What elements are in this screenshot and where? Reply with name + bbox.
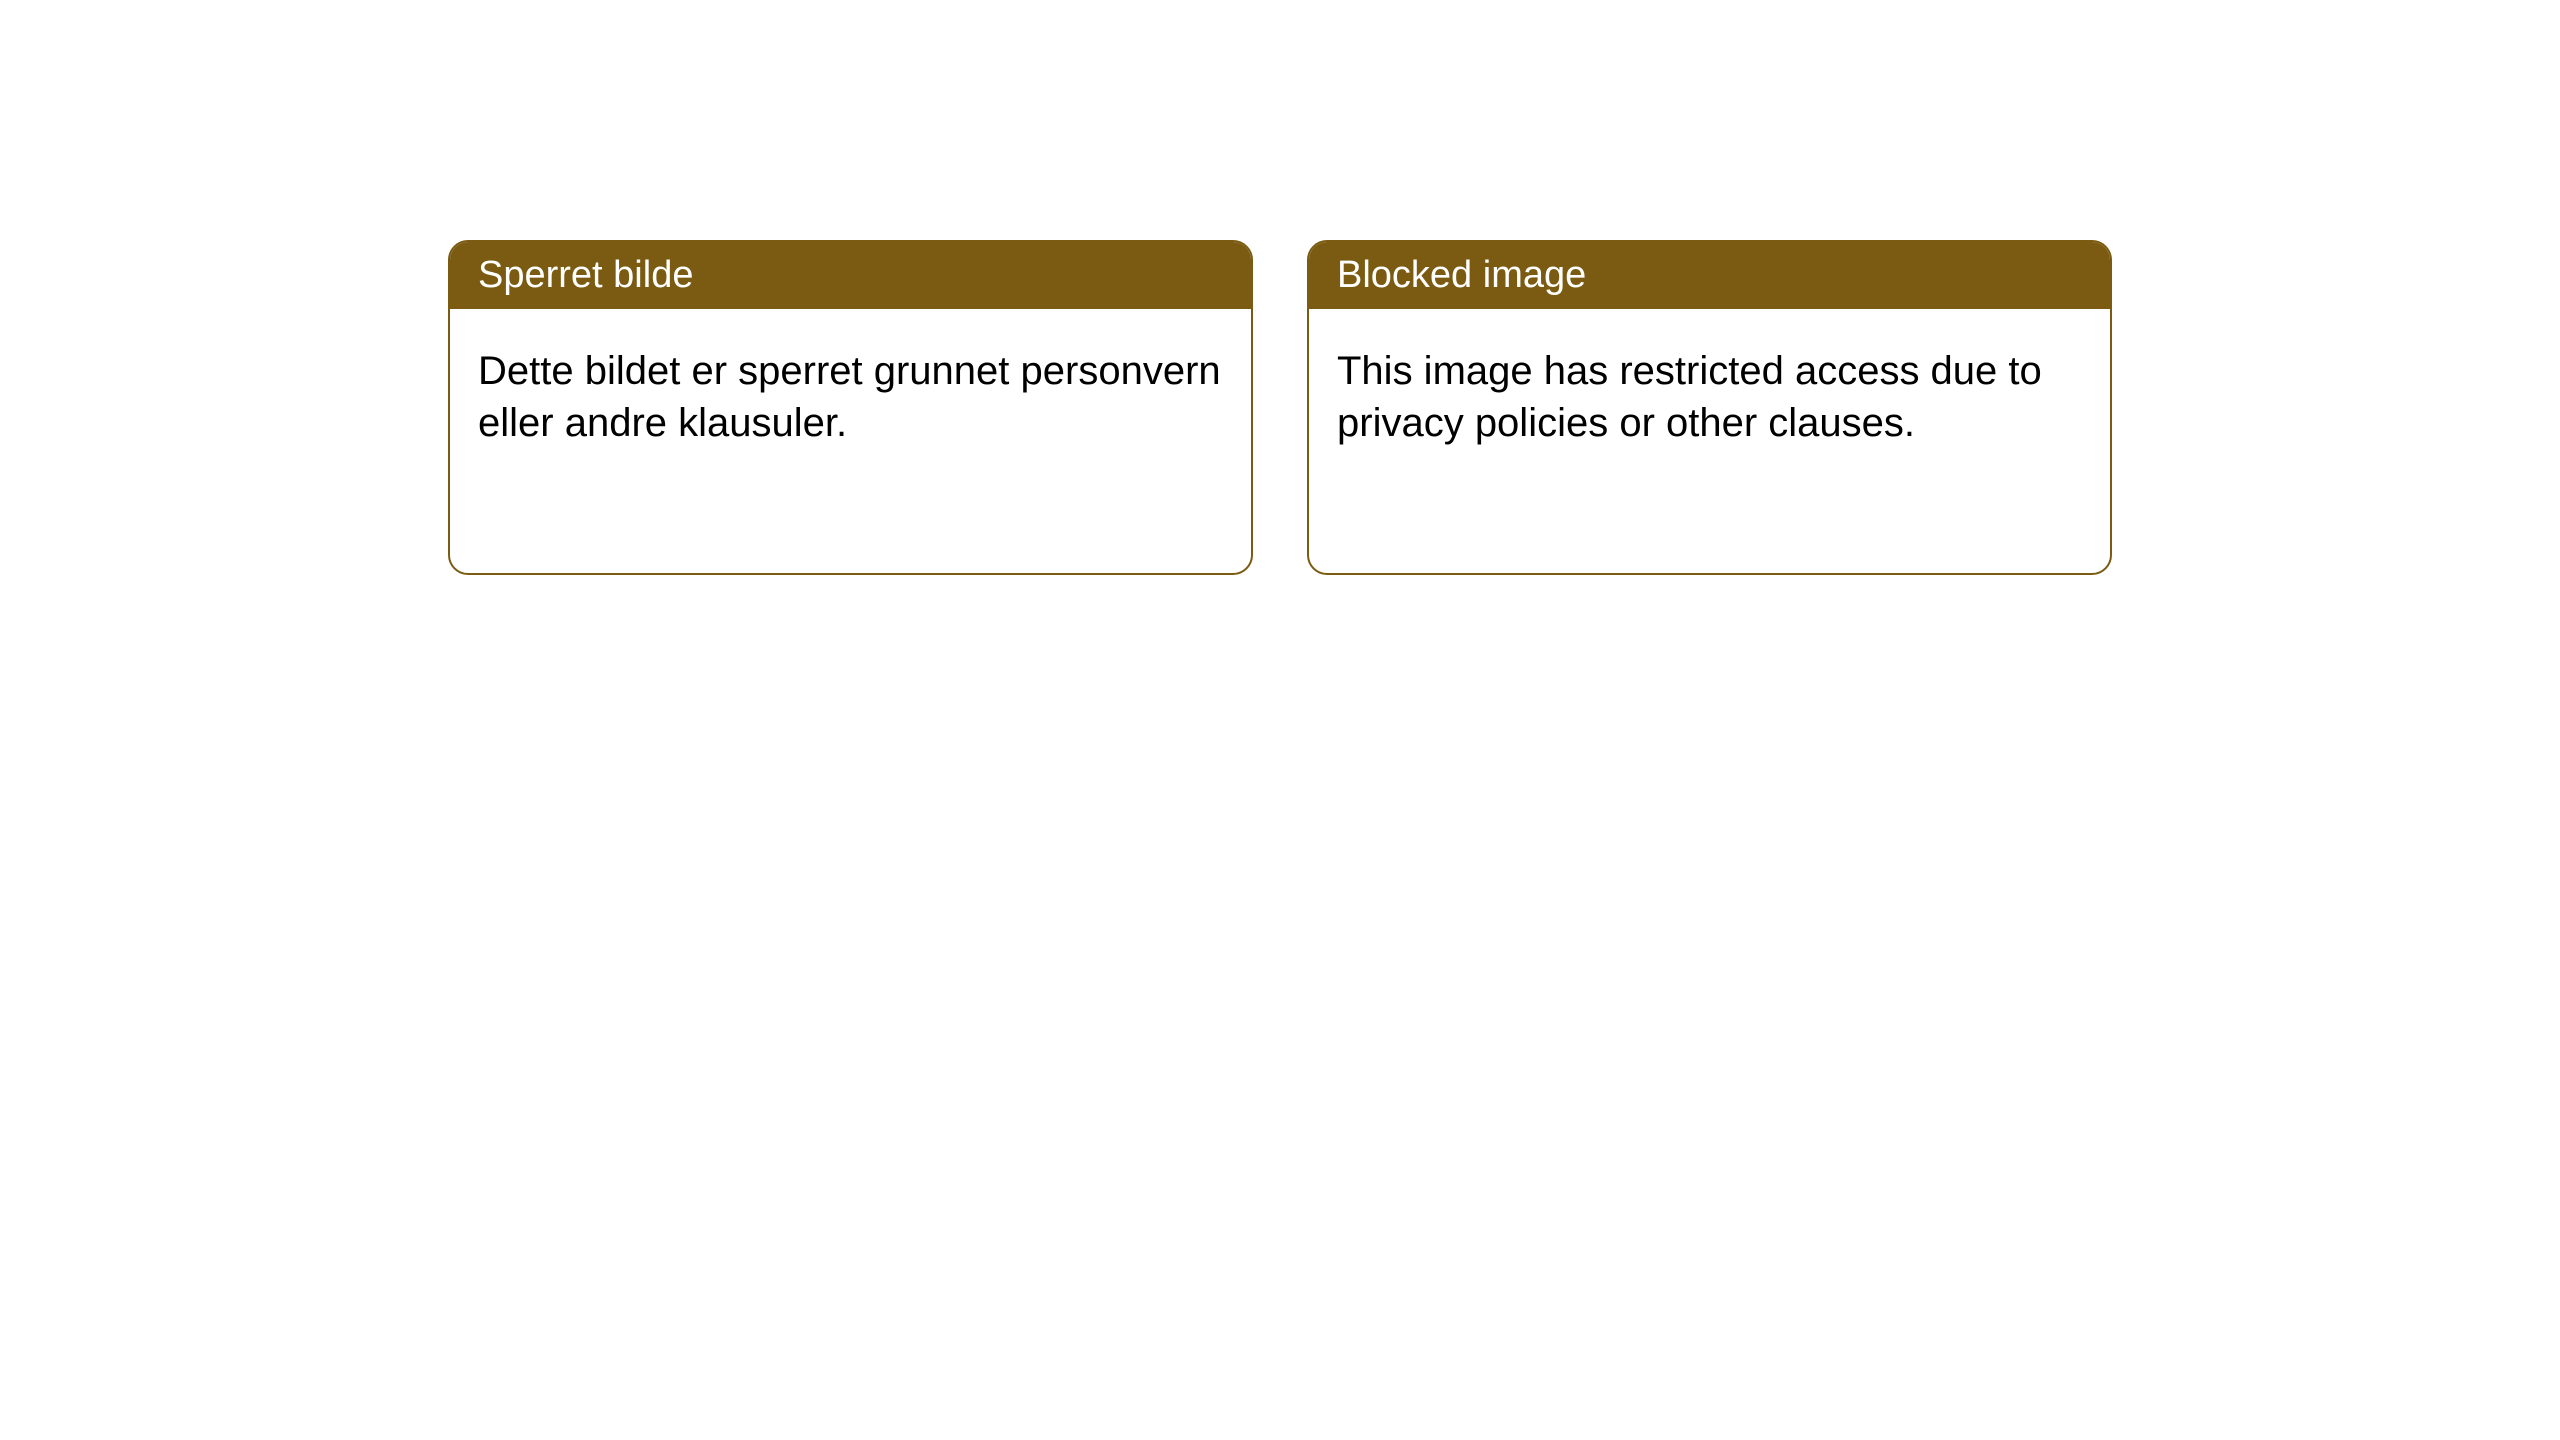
- card-title: Blocked image: [1337, 254, 1586, 296]
- card-title: Sperret bilde: [478, 254, 693, 296]
- blocked-image-card-no: Sperret bilde Dette bildet er sperret gr…: [448, 240, 1253, 575]
- card-header: Blocked image: [1309, 242, 2110, 309]
- card-body-text: Dette bildet er sperret grunnet personve…: [478, 349, 1221, 445]
- card-header: Sperret bilde: [450, 242, 1251, 309]
- card-body: Dette bildet er sperret grunnet personve…: [450, 309, 1251, 485]
- cards-container: Sperret bilde Dette bildet er sperret gr…: [0, 0, 2560, 575]
- card-body: This image has restricted access due to …: [1309, 309, 2110, 485]
- card-body-text: This image has restricted access due to …: [1337, 349, 2042, 445]
- blocked-image-card-en: Blocked image This image has restricted …: [1307, 240, 2112, 575]
